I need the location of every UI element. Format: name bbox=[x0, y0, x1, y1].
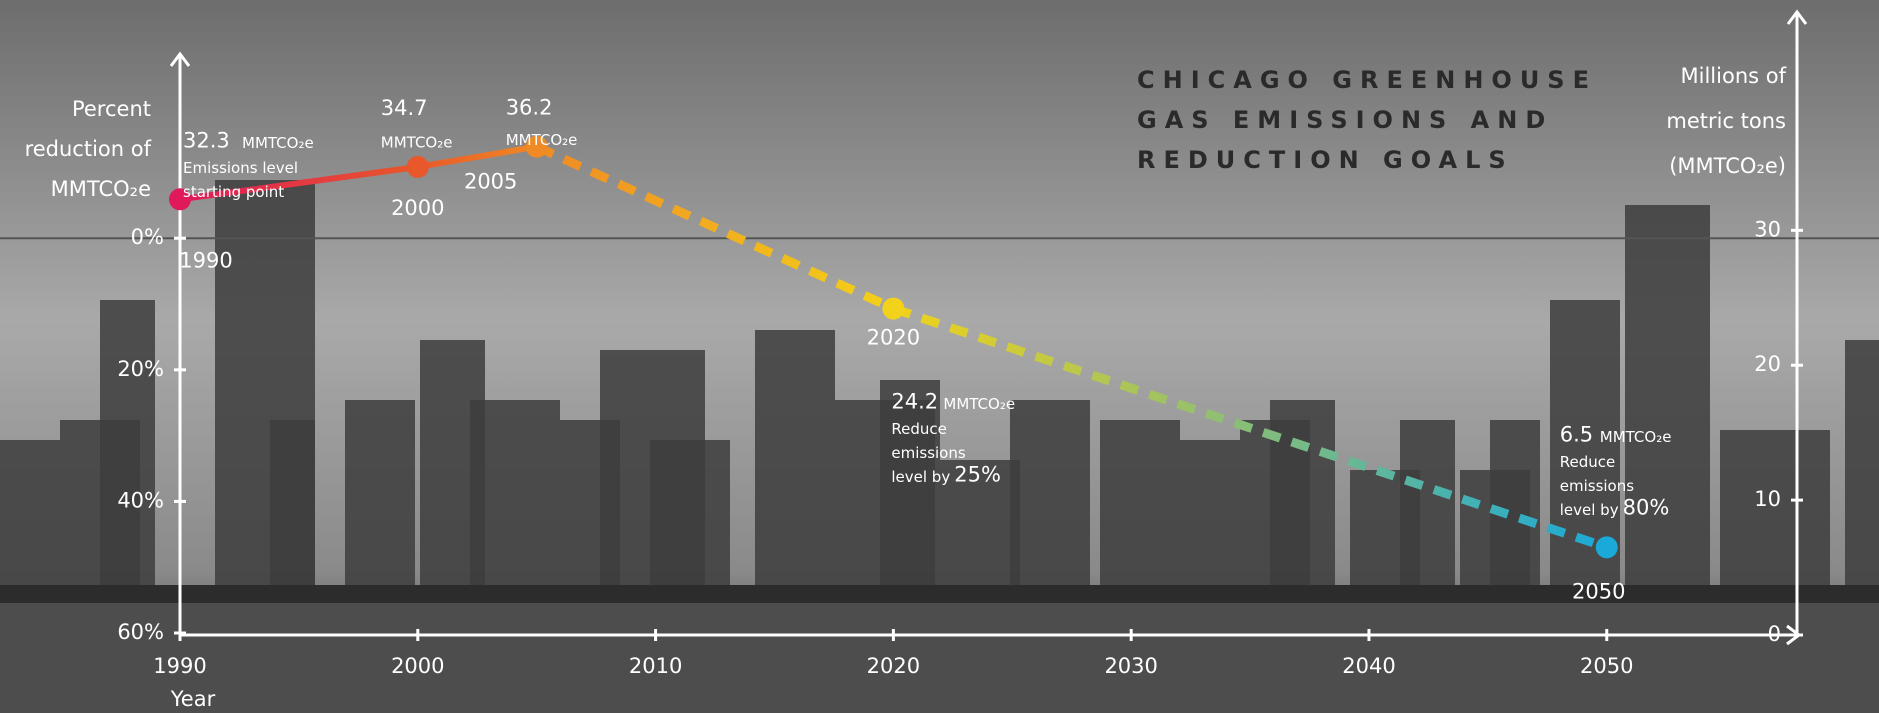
building bbox=[1400, 420, 1455, 600]
shore bbox=[0, 585, 1879, 603]
building bbox=[1720, 430, 1830, 600]
value-unit: MMTCO₂e bbox=[1600, 428, 1672, 446]
building bbox=[0, 440, 60, 600]
y-tick-label: 60% bbox=[117, 620, 164, 644]
y2-arrow bbox=[1786, 9, 1808, 25]
building bbox=[755, 330, 835, 600]
value-label: 34.7 bbox=[381, 96, 428, 120]
y-axis-title: MMTCO₂e bbox=[51, 177, 151, 201]
y-arrow bbox=[169, 51, 191, 67]
point-year: 1990 bbox=[179, 248, 232, 272]
x-tick-label: 2040 bbox=[1342, 654, 1395, 678]
y2-tick-label: 0 bbox=[1768, 622, 1781, 646]
building bbox=[1845, 340, 1879, 600]
y-tick-label: 40% bbox=[117, 488, 164, 512]
building bbox=[650, 440, 730, 600]
value-unit: MMTCO₂e bbox=[506, 131, 578, 149]
x-tick-label: 2030 bbox=[1104, 654, 1157, 678]
x-tick-label: 2000 bbox=[391, 654, 444, 678]
x-tick-label: 1990 bbox=[153, 654, 206, 678]
annotation: Reduce bbox=[1560, 453, 1615, 471]
value-label: 6.5 bbox=[1560, 422, 1593, 446]
y2-axis-title: Millions of bbox=[1681, 64, 1787, 88]
value-label: 32.3 bbox=[183, 128, 230, 152]
building bbox=[1100, 420, 1180, 600]
annotation: emissions bbox=[891, 444, 965, 462]
building bbox=[470, 400, 560, 600]
chart-title: REDUCTION GOALS bbox=[1137, 146, 1514, 174]
y-axis-title: reduction of bbox=[25, 137, 152, 161]
point-year: 2020 bbox=[867, 326, 920, 350]
building bbox=[345, 400, 415, 600]
annotation: emissions bbox=[1560, 477, 1634, 495]
annotation: level by bbox=[1560, 501, 1619, 519]
annotation: level by bbox=[891, 468, 950, 486]
y2-tick-label: 10 bbox=[1754, 487, 1781, 511]
skyline bbox=[0, 180, 1879, 600]
water bbox=[0, 600, 1879, 713]
annotation-highlight: 25% bbox=[954, 463, 1001, 487]
building bbox=[100, 300, 155, 600]
annotation: starting point bbox=[183, 183, 284, 201]
building bbox=[880, 380, 940, 600]
point bbox=[525, 135, 548, 158]
building bbox=[270, 420, 315, 600]
point-year: 2005 bbox=[464, 170, 517, 194]
x-axis-title: Year bbox=[170, 687, 216, 711]
y-tick-label: 20% bbox=[117, 357, 164, 381]
line-segment bbox=[534, 142, 896, 313]
annotation: Reduce bbox=[891, 420, 946, 438]
point-year: 2050 bbox=[1572, 579, 1625, 603]
y-tick-label: 0% bbox=[131, 225, 164, 249]
value-label: 36.2 bbox=[506, 96, 553, 120]
point bbox=[406, 155, 429, 178]
x-tick-label: 2020 bbox=[867, 654, 920, 678]
building bbox=[1010, 400, 1090, 600]
y2-axis-title: (MMTCO₂e) bbox=[1669, 154, 1786, 178]
y-axis-title: Percent bbox=[72, 97, 151, 121]
y2-tick-label: 30 bbox=[1754, 217, 1781, 241]
value-unit: MMTCO₂e bbox=[381, 133, 453, 151]
building bbox=[1625, 205, 1710, 600]
line-segment bbox=[417, 143, 538, 170]
line-segment bbox=[891, 304, 1609, 552]
value-unit: MMTCO₂e bbox=[242, 134, 314, 152]
chart-title: GAS EMISSIONS AND bbox=[1137, 106, 1553, 134]
building bbox=[1270, 400, 1335, 600]
y2-tick-label: 20 bbox=[1754, 352, 1781, 376]
building bbox=[1180, 440, 1240, 600]
building bbox=[940, 460, 1020, 600]
point bbox=[1595, 536, 1618, 559]
point bbox=[882, 297, 905, 320]
line-segment bbox=[179, 163, 419, 203]
value-unit: MMTCO₂e bbox=[943, 395, 1015, 413]
annotation-highlight: 80% bbox=[1623, 495, 1670, 519]
point bbox=[169, 188, 191, 211]
y2-axis-title: metric tons bbox=[1666, 109, 1786, 133]
chart-title: CHICAGO GREENHOUSE bbox=[1137, 66, 1597, 94]
value-label: 24.2 bbox=[891, 390, 938, 414]
x-tick-label: 2050 bbox=[1580, 654, 1633, 678]
x-tick-label: 2010 bbox=[629, 654, 682, 678]
annotation: Emissions level bbox=[183, 159, 298, 177]
point-year: 2000 bbox=[391, 196, 444, 220]
